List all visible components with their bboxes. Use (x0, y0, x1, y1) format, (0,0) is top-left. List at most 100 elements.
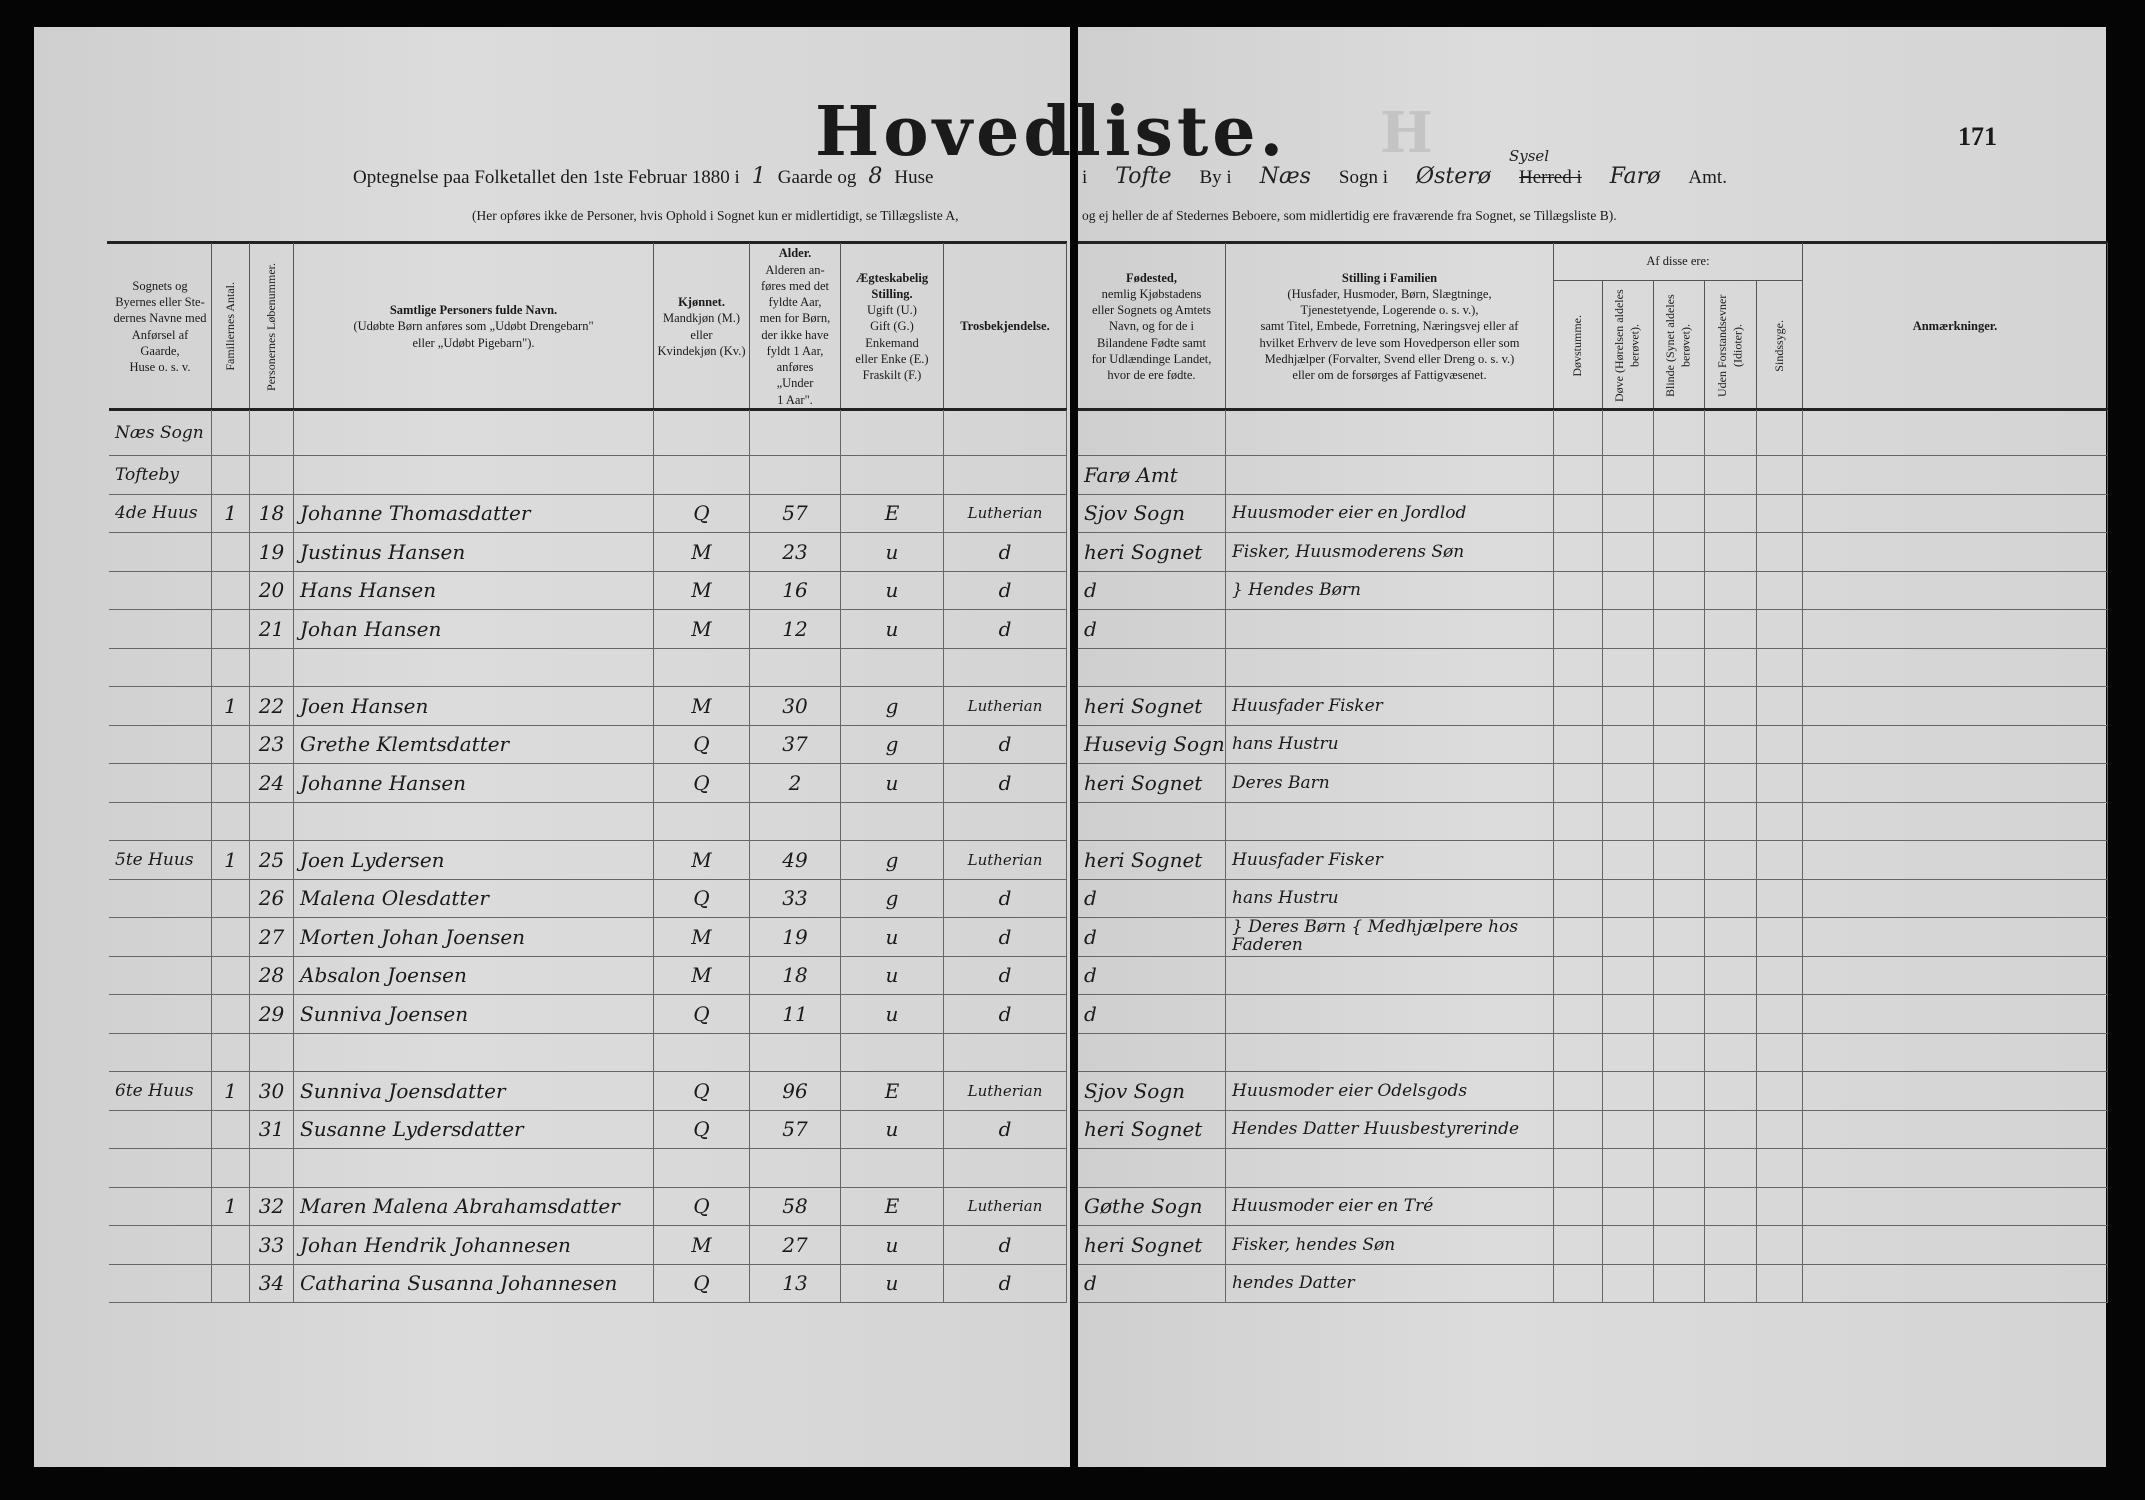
cell-name (294, 802, 654, 840)
cell-sex: Q (654, 995, 750, 1033)
cell-birthplace: heri Sognet (1078, 1226, 1226, 1264)
cell-sex: Q (654, 1187, 750, 1225)
table-row: d} Hendes Børn (1078, 571, 2108, 610)
cell-place (109, 956, 212, 994)
cell-place (109, 648, 212, 686)
cell-marital: u (841, 1110, 944, 1148)
cell-religion: Lutherian (944, 494, 1067, 532)
cell-d4 (1705, 1110, 1757, 1148)
cell-age: 18 (750, 956, 841, 994)
cell-d2 (1603, 410, 1654, 455)
column-header-text: Ægteskabelig Stilling. Ugift (U.) Gift (G… (855, 270, 928, 384)
cell-d3 (1654, 610, 1705, 648)
column-header: Alder. Alderen an- føres med det fyldte A… (750, 243, 841, 410)
cell-religion: Lutherian (944, 841, 1067, 879)
column-header: Stilling i Familien (Husfader, Husmoder, … (1226, 243, 1554, 410)
column-header-text: Trosbekjendelse. (960, 318, 1049, 334)
cell-fam: 1 (212, 841, 250, 879)
cell-place (109, 995, 212, 1033)
cell-fam (212, 879, 250, 917)
cell-d5 (1757, 1033, 1803, 1071)
cell-d2 (1603, 1033, 1654, 1071)
cell-d2 (1603, 571, 1654, 609)
cell-remarks (1803, 841, 2108, 879)
cell-marital: u (841, 995, 944, 1033)
cell-fam: 1 (212, 687, 250, 725)
cell-age (750, 1149, 841, 1187)
table-row: 6te Huus 1 30 Sunniva Joensdatter Q 96 E Luther… (109, 1072, 1067, 1111)
cell-place (109, 1226, 212, 1264)
table-row: 19 Justinus Hansen M 23 u d (109, 533, 1067, 572)
cell-position (1226, 648, 1554, 686)
cell-d2 (1603, 1187, 1654, 1225)
cell-age: 58 (750, 1187, 841, 1225)
cell-d4 (1705, 1149, 1757, 1187)
cell-d3 (1654, 687, 1705, 725)
cell-d5 (1757, 1072, 1803, 1110)
cell-position: Fisker, Huusmoderens Søn (1226, 533, 1554, 571)
table-row: d hendes Datter (1078, 1264, 2108, 1303)
cell-d4 (1705, 1226, 1757, 1264)
header-text: Huse (894, 167, 934, 188)
cell-name: Johan Hansen (294, 610, 654, 648)
cell-d3 (1654, 841, 1705, 879)
cell-position: hans Hustru (1226, 725, 1554, 763)
table-row: Sjov Sogn Huusmoder eier Odelsgods (1078, 1072, 2108, 1111)
table-row (109, 1033, 1067, 1072)
table-row: 34 Catharina Susanna Johannesen Q 13 u d (109, 1264, 1067, 1303)
cell-fam (212, 1264, 250, 1302)
cell-age: 96 (750, 1072, 841, 1110)
cell-position: hans Hustru (1226, 879, 1554, 917)
cell-d5 (1757, 1149, 1803, 1187)
cell-religion: d (944, 1110, 1067, 1148)
table-row (109, 802, 1067, 841)
cell-religion (944, 1149, 1067, 1187)
cell-d5 (1757, 764, 1803, 802)
cell-place (109, 1110, 212, 1148)
table-row: Tofteby (109, 456, 1067, 495)
cell-d4 (1705, 410, 1757, 455)
cell-sex: M (654, 1226, 750, 1264)
cell-d2 (1603, 918, 1654, 956)
cell-d3 (1654, 1187, 1705, 1225)
cell-nr (250, 456, 294, 494)
cell-age: 37 (750, 725, 841, 763)
table-row: 24 Johanne Hansen Q 2 u d (109, 764, 1067, 803)
cell-place: Tofteby (109, 456, 212, 494)
cell-nr (250, 1033, 294, 1071)
cell-d3 (1654, 956, 1705, 994)
cell-religion: d (944, 533, 1067, 571)
column-header-description: Blinde (Synet aldeles berøvet). (1663, 294, 1693, 397)
table-row: 31 Susanne Lydersdatter Q 57 u d (109, 1110, 1067, 1149)
cell-place (109, 1264, 212, 1302)
column-header-text: Samtlige Personers fulde Navn. (Udøbte Bø… (353, 302, 593, 351)
cell-d4 (1705, 1187, 1757, 1225)
column-header-title: Fødested, (1125, 270, 1178, 285)
cell-d1 (1554, 1072, 1603, 1110)
header-bottom-rule (109, 408, 1067, 411)
cell-place (109, 1033, 212, 1071)
cell-nr: 23 (250, 725, 294, 763)
cell-d5 (1757, 995, 1803, 1033)
cell-name: Sunniva Joensen (294, 995, 654, 1033)
cell-name (294, 1033, 654, 1071)
cell-sex: M (654, 918, 750, 956)
cell-age: 13 (750, 1264, 841, 1302)
cell-birthplace (1078, 1149, 1226, 1187)
page-number: 171 (1958, 122, 1997, 151)
cell-remarks (1803, 494, 2108, 532)
column-header-title: Anmærkninger. (1912, 319, 1998, 334)
cell-d4 (1705, 1072, 1757, 1110)
cell-marital: g (841, 725, 944, 763)
cell-d2 (1603, 456, 1654, 494)
column-header-text: Stilling i Familien (Husfader, Husmoder, … (1260, 270, 1520, 384)
cell-d2 (1603, 687, 1654, 725)
cell-name: Justinus Hansen (294, 533, 654, 571)
column-header-text: Døvstumme. (1570, 315, 1586, 377)
cell-fam (212, 410, 250, 455)
cell-marital (841, 802, 944, 840)
cell-name: Joen Lydersen (294, 841, 654, 879)
cell-position: Huusfader Fisker (1226, 687, 1554, 725)
cell-place (109, 610, 212, 648)
column-header: Blinde (Synet aldeles berøvet). (1654, 281, 1705, 410)
